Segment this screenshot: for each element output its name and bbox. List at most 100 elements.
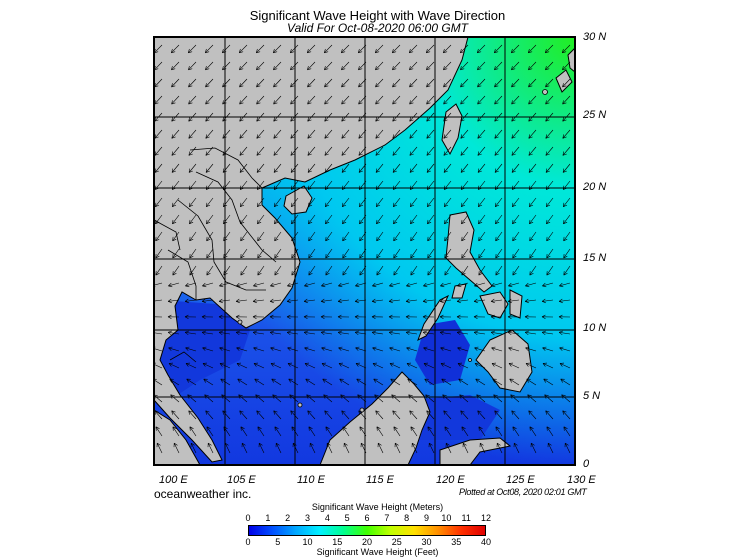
wave-arrow-head <box>565 442 569 446</box>
wave-arrow <box>389 332 401 335</box>
wave-arrow <box>308 197 316 207</box>
wave-arrow-head <box>545 48 547 53</box>
wave-arrow-head <box>325 236 327 241</box>
wave-arrow-head <box>563 238 568 242</box>
wave-arrow <box>240 214 248 224</box>
lat-label: 0 <box>583 458 590 470</box>
wave-arrow-head <box>393 255 398 259</box>
wave-arrow <box>545 61 554 71</box>
wave-arrow-head <box>563 236 565 241</box>
wave-arrow <box>325 248 333 259</box>
wave-arrow <box>186 378 197 386</box>
wave-arrow <box>542 347 554 352</box>
wave-arrow-head <box>155 255 160 259</box>
wave-arrow-head <box>171 170 176 173</box>
wave-arrow <box>325 197 333 207</box>
wave-arrow <box>544 394 554 403</box>
wave-arrow-head <box>310 442 314 446</box>
wave-arrow <box>562 163 571 173</box>
wave-arrow-head <box>358 102 363 105</box>
wave-arrow-head <box>167 314 172 318</box>
wave-arrow-head <box>558 332 563 336</box>
wave-arrow <box>545 410 554 420</box>
wave-arrow-head <box>525 330 529 333</box>
wave-arrow-head <box>324 168 327 173</box>
wave-arrow-head <box>257 202 259 207</box>
wave-arrow-head <box>511 170 516 173</box>
wave-arrow <box>172 197 180 207</box>
wave-arrow-head <box>205 151 207 156</box>
wave-arrow-head <box>525 346 530 349</box>
wave-arrow <box>171 44 180 54</box>
wave-arrow-head <box>338 282 342 287</box>
wave-arrow <box>154 410 163 420</box>
wave-arrow-head <box>409 100 411 105</box>
wave-arrow-head <box>208 442 212 446</box>
wave-arrow <box>188 95 197 105</box>
wave-arrow-head <box>239 83 241 88</box>
wave-arrow-head <box>494 410 496 415</box>
wave-arrow <box>458 378 469 386</box>
wave-arrow-head <box>376 426 381 429</box>
wave-arrow-head <box>389 346 394 349</box>
wave-arrow-head <box>206 219 208 224</box>
wave-arrow-head <box>389 363 393 367</box>
wave-arrow-head <box>342 236 344 241</box>
wave-arrow-head <box>206 204 211 207</box>
wave-arrow-head <box>410 204 415 207</box>
wave-arrow <box>562 146 571 156</box>
wave-arrow-head <box>528 119 533 122</box>
wave-arrow-head <box>256 153 261 156</box>
wave-arrow-head <box>185 282 189 287</box>
colorbar-feet-tick: 20 <box>361 537 372 547</box>
wave-arrow-head <box>274 204 279 207</box>
wave-arrow <box>460 146 469 156</box>
wave-arrow-head <box>511 83 513 88</box>
wave-arrow <box>222 61 231 71</box>
wave-arrow-head <box>439 301 444 304</box>
wave-arrow-head <box>495 202 497 207</box>
wave-arrow-head <box>440 330 444 333</box>
wave-arrow-head <box>354 332 359 336</box>
valid-time: Valid For Oct-08-2020 06:00 GMT <box>287 21 468 35</box>
wave-arrow <box>221 394 231 403</box>
wave-arrow-head <box>324 117 326 122</box>
wave-arrow-head <box>306 394 311 396</box>
wave-arrow <box>206 214 214 224</box>
wave-arrow <box>171 146 180 156</box>
wave-arrow-head <box>358 136 363 139</box>
wave-arrow-head <box>237 378 240 383</box>
wave-arrow-head <box>171 410 176 413</box>
wave-arrow <box>409 129 418 139</box>
wave-arrow-head <box>240 426 245 429</box>
wave-arrow-head <box>358 117 360 122</box>
wave-arrow-head <box>203 378 206 383</box>
wave-arrow-head <box>219 330 223 333</box>
wave-arrow-head <box>441 378 444 383</box>
wave-arrow-head <box>478 255 483 259</box>
lon-label: 115 E <box>366 474 394 486</box>
wave-arrow-head <box>341 85 346 88</box>
wave-arrow <box>274 231 282 242</box>
wave-arrow-head <box>372 346 377 349</box>
wave-arrow-head <box>171 153 176 156</box>
wave-arrow-head <box>443 117 445 122</box>
wave-arrow <box>236 299 248 302</box>
wave-arrow-head <box>410 219 412 224</box>
wave-arrow-head <box>205 102 210 105</box>
wave-arrow <box>494 146 503 156</box>
wave-arrow-head <box>393 204 398 207</box>
wave-arrow-head <box>290 117 292 122</box>
wave-arrow-head <box>422 316 427 320</box>
wave-arrow-head <box>201 332 206 336</box>
wave-arrow <box>168 282 180 287</box>
wave-arrow-head <box>286 301 291 304</box>
wave-arrow-head <box>376 202 378 207</box>
wave-arrow-head <box>439 314 444 318</box>
wave-arrow <box>304 347 316 352</box>
wave-arrow <box>341 129 350 139</box>
wave-arrow <box>392 78 401 88</box>
wave-arrow-head <box>303 332 308 336</box>
wave-arrow <box>491 282 503 287</box>
wave-arrow <box>307 78 316 88</box>
